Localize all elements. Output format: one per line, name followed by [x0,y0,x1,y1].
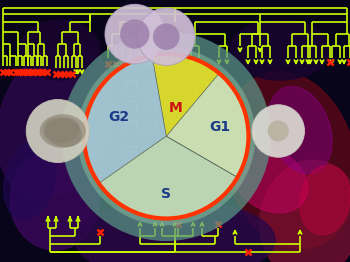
Circle shape [268,121,289,141]
Circle shape [153,23,180,50]
Text: G1: G1 [209,120,230,134]
Circle shape [120,19,149,49]
Circle shape [105,4,164,64]
Ellipse shape [43,118,82,147]
Text: G2: G2 [108,110,130,124]
Wedge shape [99,136,238,219]
Ellipse shape [75,200,275,262]
Circle shape [26,100,89,162]
Wedge shape [166,73,248,177]
Ellipse shape [0,42,113,198]
Circle shape [77,47,256,225]
Text: S: S [161,187,171,201]
Circle shape [252,105,304,157]
Ellipse shape [232,147,308,213]
Ellipse shape [260,160,350,262]
Ellipse shape [4,141,56,219]
Ellipse shape [10,150,100,250]
Circle shape [138,8,195,66]
Ellipse shape [230,20,330,80]
Ellipse shape [268,86,332,173]
Ellipse shape [223,72,350,249]
Text: M: M [169,101,182,115]
Circle shape [62,31,271,241]
Wedge shape [152,54,219,136]
Wedge shape [84,55,166,183]
Ellipse shape [40,114,86,148]
Ellipse shape [300,165,350,235]
Ellipse shape [46,117,80,143]
Ellipse shape [20,20,100,80]
